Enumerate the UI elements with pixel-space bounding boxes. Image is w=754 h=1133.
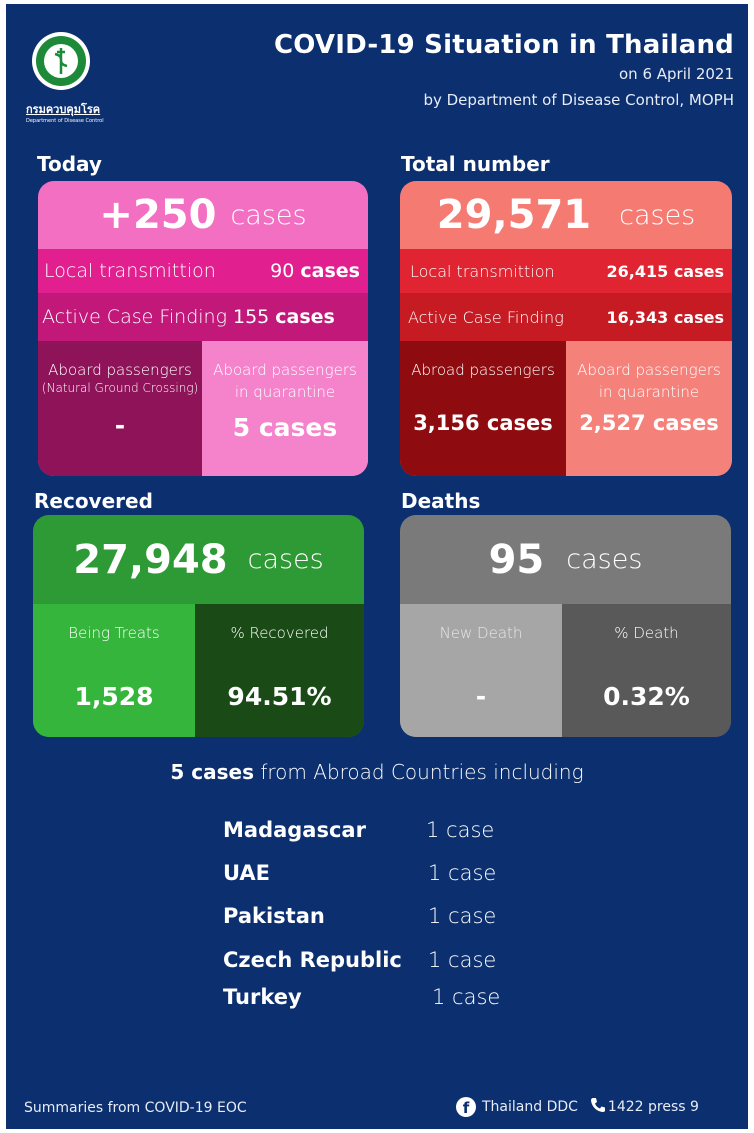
country-count: 1 case [428,904,497,928]
abroad-headline: 5 cases from Abroad Countries including [6,760,748,784]
recovered-split: Being Treats 1,528 % Recovered 94.51% [33,604,364,737]
today-aboard-label: Aboard passengers [48,361,192,379]
total-acf-row: Active Case Finding 16,343 cases [400,293,732,341]
today-acf-unit: cases [275,306,335,328]
total-abroad-label: Abroad passengers [411,361,555,379]
today-total-value: +250 [99,192,217,238]
today-aboard-cell: Aboard passengers (Natural Ground Crossi… [38,341,202,476]
today-local-label: Local transmittion [44,260,216,282]
deaths-new-cell: New Death - [400,604,562,737]
total-abroad-cell: Abroad passengers 3,156 cases [400,341,566,476]
report-source: by Department of Disease Control, MOPH [423,91,734,109]
hotline[interactable]: 1422 press 9 [607,1099,699,1115]
recovered-total-value: 27,948 [73,536,228,583]
recovered-pct-label: % Recovered [230,624,329,642]
page-title: COVID-19 Situation in Thailand [273,30,734,60]
total-total: 29,571 cases [400,181,732,249]
recovered-treats-cell: Being Treats 1,528 [33,604,195,737]
today-acf-label: Active Case Finding [42,306,227,328]
country-count: 1 case [426,818,495,842]
deaths-total: 95 cases [400,515,731,604]
recovered-total: 27,948 cases [33,515,364,604]
deaths-pct-label: % Death [614,624,679,642]
total-passenger-split: Abroad passengers 3,156 cases Aboard pas… [400,341,732,476]
ddc-seal-icon [32,32,90,90]
country-name: Madagascar [223,818,366,842]
recovered-pct-value: 94.51% [227,682,332,711]
ddc-logo: กรมควบคุมโรค Department of Disease Contr… [26,30,104,124]
today-label: Today [37,152,102,176]
deaths-pct-value: 0.32% [603,682,690,711]
today-acf-value: 155 [233,306,270,328]
total-acf-value: 16,343 cases [606,307,725,327]
country-name: Turkey [223,985,302,1009]
deaths-card: 95 cases New Death - % Death 0.32% [400,515,731,737]
total-quarantine-label-2: in quarantine [598,383,700,401]
total-abroad-value: 3,156 cases [413,411,553,435]
abroad-headline-bold: 5 cases [170,760,254,784]
total-quarantine-value: 2,527 cases [579,411,719,435]
today-total-unit: cases [230,199,307,231]
deaths-label: Deaths [401,489,481,513]
deaths-new-value: - [475,682,487,711]
total-local-row: Local transmittion 26,415 cases [400,249,732,293]
total-total-value: 29,571 [436,192,592,238]
today-quarantine-value: 5 cases [232,413,338,442]
today-quarantine-label-2: in quarantine [234,383,336,401]
total-quarantine-cell: Aboard passengers in quarantine 2,527 ca… [566,341,732,476]
today-local-value: 90 [270,260,295,282]
total-label: Total number [401,152,550,176]
country-count: 1 case [428,948,497,972]
deaths-split: New Death - % Death 0.32% [400,604,731,737]
today-card: +250 cases Local transmittion 90 cases A… [38,181,368,476]
total-total-unit: cases [619,199,696,231]
country-name: Czech Republic [223,948,402,972]
logo-text: กรมควบคุมโรค [26,103,101,116]
today-passenger-split: Aboard passengers (Natural Ground Crossi… [38,341,368,476]
total-quarantine-label-1: Aboard passengers [577,361,721,379]
country-name: UAE [223,861,271,885]
today-local-amount: 90 cases [270,260,360,282]
infographic: กรมควบคุมโรค Department of Disease Contr… [6,4,748,1129]
total-card: 29,571 cases Local transmittion 26,415 c… [400,181,732,476]
footer-contacts: f Thailand DDC 1422 press 9 [456,1097,699,1117]
today-aboard-value: - [114,411,126,440]
report-date: on 6 April 2021 [619,65,734,83]
total-local-label: Local transmittion [410,261,555,281]
today-local-row: Local transmittion 90 cases [38,249,368,293]
abroad-headline-rest: from Abroad Countries including [254,760,584,784]
total-local-value: 26,415 cases [606,261,725,281]
today-quarantine-cell: Aboard passengers in quarantine 5 cases [202,341,368,476]
footer-summary: Summaries from COVID-19 EOC [24,1100,247,1116]
today-total: +250 cases [38,181,368,249]
today-acf-row: Active Case Finding 155 cases [38,293,368,341]
recovered-card: 27,948 cases Being Treats 1,528 % Recove… [33,515,364,737]
recovered-label: Recovered [34,489,153,513]
recovered-treats-value: 1,528 [74,682,154,711]
deaths-total-value: 95 [488,536,545,583]
deaths-pct-cell: % Death 0.32% [562,604,731,737]
logo-subtext: Department of Disease Control [26,118,104,124]
deaths-new-label: New Death [439,624,523,642]
recovered-pct-cell: % Recovered 94.51% [195,604,364,737]
phone-icon [590,1097,606,1117]
country-count: 1 case [432,985,501,1009]
country-count: 1 case [428,861,497,885]
country-name: Pakistan [223,904,325,928]
recovered-total-unit: cases [247,544,324,575]
total-acf-label: Active Case Finding [408,307,564,327]
deaths-total-unit: cases [566,544,643,575]
today-aboard-sublabel: (Natural Ground Crossing) [41,381,199,395]
facebook-icon[interactable]: f [456,1097,476,1117]
recovered-treats-label: Being Treats [68,624,160,642]
facebook-label[interactable]: Thailand DDC [482,1099,578,1115]
today-quarantine-label-1: Aboard passengers [213,361,357,379]
today-local-unit: cases [300,260,360,282]
